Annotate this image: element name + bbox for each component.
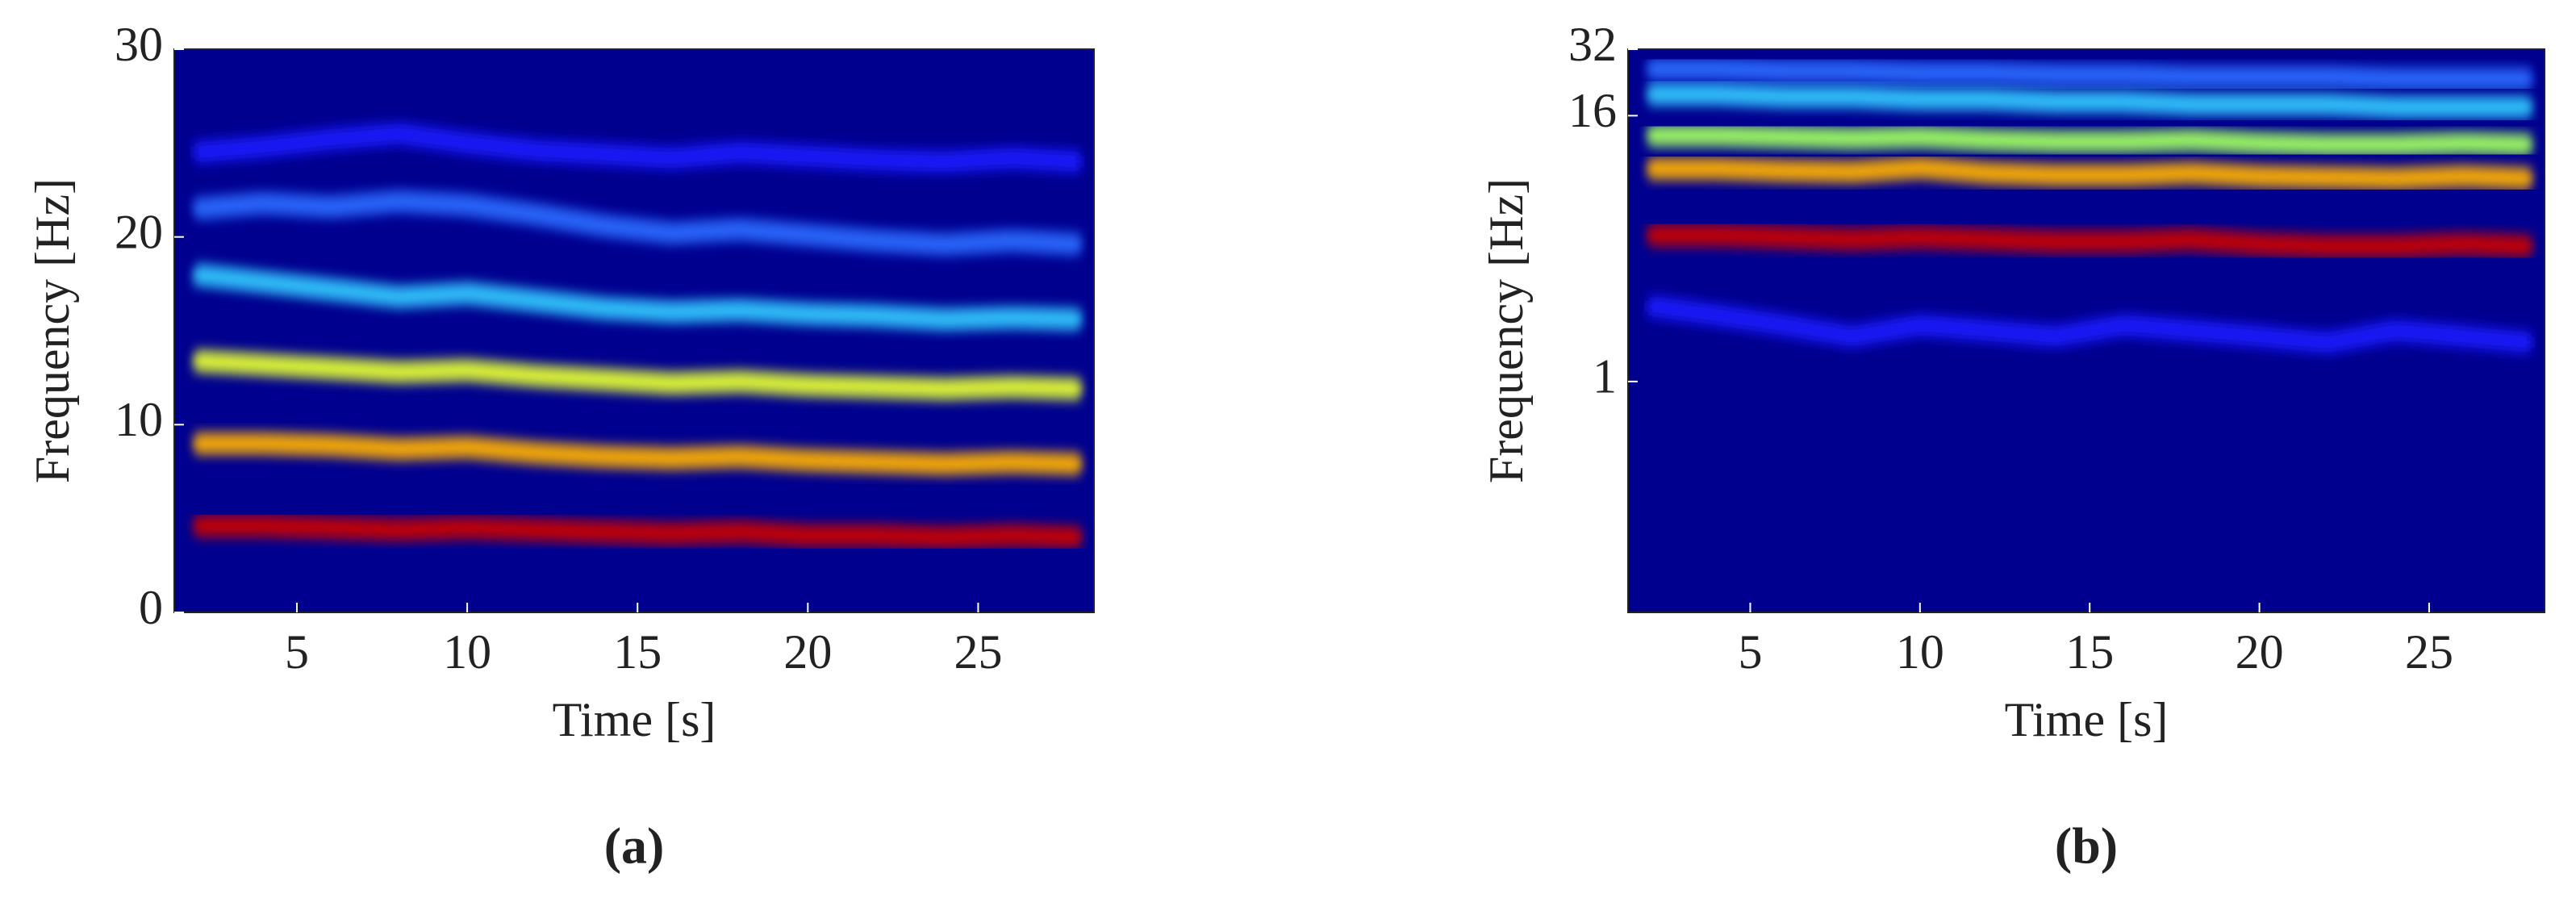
y-axis-title: Frequency [Hz] [26,178,79,483]
ridge [1648,130,2532,151]
y-tick-label: 32 [1568,18,1617,71]
ridge [1648,229,2532,253]
ridge [194,269,1081,326]
x-tick-label: 20 [2236,625,2284,679]
y-tick-label: 10 [115,393,163,446]
y-axis-title: Frequency [Hz] [1480,178,1533,483]
x-tick-label: 25 [2405,625,2453,679]
y-tick-label: 0 [139,581,163,634]
ridge [194,437,1081,470]
x-tick-label: 20 [783,625,832,679]
y-tick-label: 16 [1568,84,1617,137]
ridge [194,127,1081,168]
x-tick-label: 5 [285,625,309,679]
x-tick-label: 15 [613,625,662,679]
y-tick-label: 20 [115,205,163,258]
ridge [194,195,1081,250]
ridge [1647,300,2532,349]
x-tick-label: 10 [443,625,491,679]
plot-frame [173,48,1095,613]
y-tick-label: 1 [1593,350,1617,403]
plot-frame [1627,48,2545,613]
ridge [1648,161,2532,185]
ridge [194,355,1081,395]
y-tick-label: 30 [115,18,163,71]
x-tick-label: 5 [1738,625,1762,679]
panel-label: (b) [2055,817,2118,875]
ridges [1646,55,2532,357]
x-tick-label: 25 [954,625,1002,679]
x-axis-title: Time [s] [2005,693,2169,746]
ridges [193,119,1082,551]
x-tick-label: 10 [1896,625,1944,679]
ridge [1648,88,2532,113]
panel-label: (a) [604,817,665,875]
x-axis-title: Time [s] [553,693,716,746]
x-tick-label: 15 [2065,625,2114,679]
ridge [194,520,1081,543]
ridge [1648,63,2532,85]
